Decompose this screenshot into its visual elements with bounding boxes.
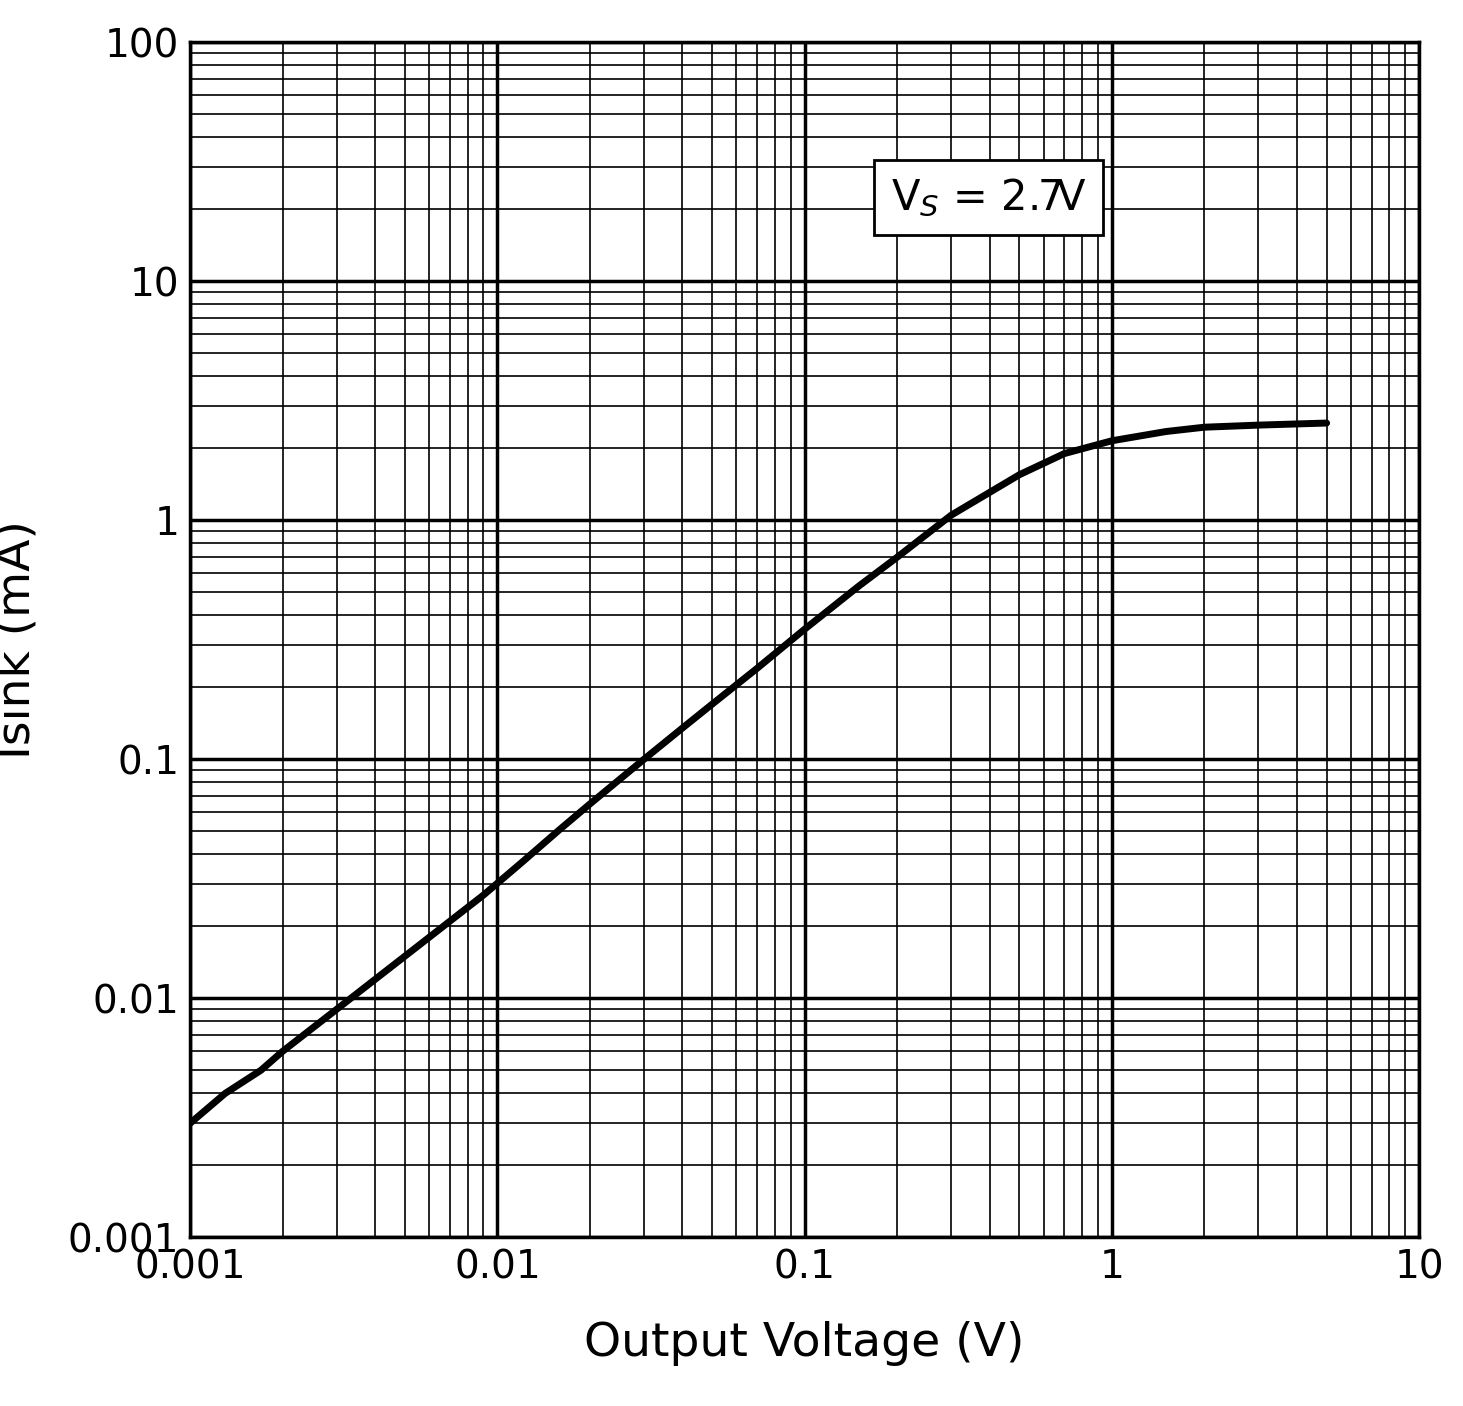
Text: V$_S$ = 2.7V: V$_S$ = 2.7V [891,176,1087,219]
X-axis label: Output Voltage (V): Output Voltage (V) [584,1322,1026,1367]
Y-axis label: Isink (mA): Isink (mA) [0,520,40,759]
